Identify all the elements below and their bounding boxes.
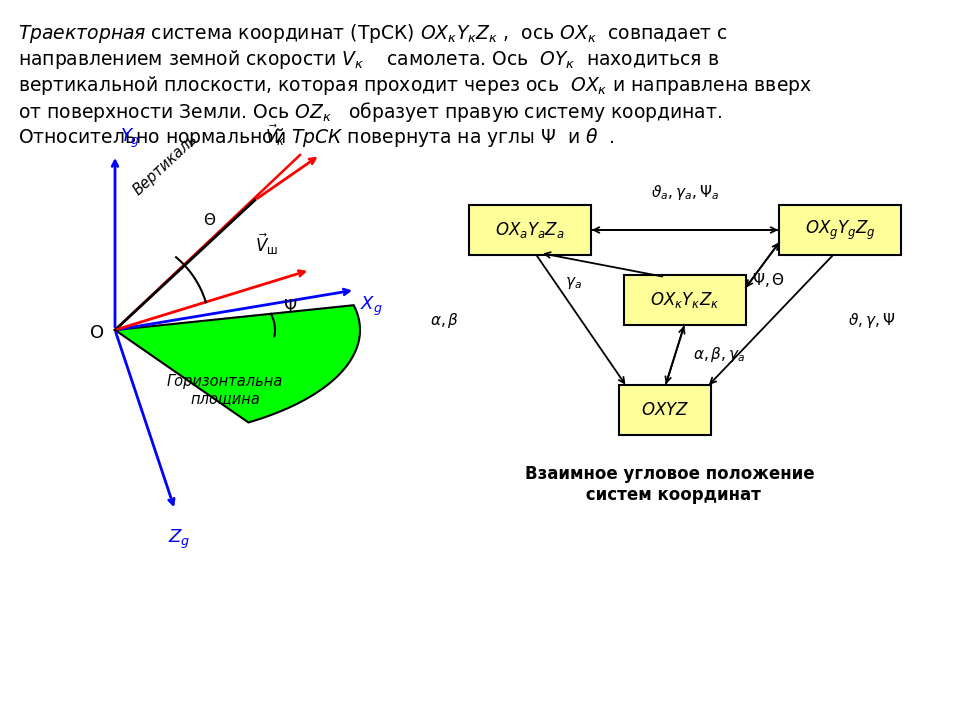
FancyBboxPatch shape — [619, 385, 711, 435]
Text: $\alpha, \beta, \gamma_a$: $\alpha, \beta, \gamma_a$ — [693, 346, 745, 364]
Text: вертикальной плоскости, которая проходит через ось  $OX_\kappa$ и направлена вве: вертикальной плоскости, которая проходит… — [18, 74, 812, 97]
Text: направлением земной скорости $V_\kappa$    самолета. Ось  $OY_\kappa$  находитьс: направлением земной скорости $V_\kappa$ … — [18, 48, 719, 71]
Text: $\gamma_a$: $\gamma_a$ — [565, 275, 582, 291]
Text: $\vartheta, \gamma, \Psi$: $\vartheta, \gamma, \Psi$ — [848, 310, 896, 330]
Text: O: O — [90, 324, 104, 342]
Text: $Z_g$: $Z_g$ — [168, 528, 190, 552]
Text: Горизонтальна
площина: Горизонтальна площина — [167, 374, 283, 406]
Polygon shape — [115, 305, 360, 423]
Text: $\bf{\it{Траекторная}}$ система координат (ТрСК) $OX_\kappa Y_\kappa Z_\kappa$ ,: $\bf{\it{Траекторная}}$ система координа… — [18, 22, 728, 45]
Text: $\Psi, \Theta$: $\Psi, \Theta$ — [752, 271, 785, 289]
FancyBboxPatch shape — [469, 205, 591, 255]
Text: $OX_\kappa Y_\kappa Z_\kappa$: $OX_\kappa Y_\kappa Z_\kappa$ — [650, 290, 720, 310]
Text: Вертикаль: Вертикаль — [130, 131, 201, 198]
Text: $OXYZ$: $OXYZ$ — [641, 401, 689, 419]
Text: $\Theta$: $\Theta$ — [203, 212, 216, 228]
Text: от поверхности Земли. Ось $OZ_\kappa$   образует правую систему координат.: от поверхности Земли. Ось $OZ_\kappa$ об… — [18, 100, 722, 124]
Text: $OX_aY_aZ_a$: $OX_aY_aZ_a$ — [495, 220, 564, 240]
Text: $OX_gY_gZ_g$: $OX_gY_gZ_g$ — [804, 218, 876, 242]
Text: Относительно нормальной $\it{ТрСК}$ повернута на углы $\Psi$  и $\theta$  .: Относительно нормальной $\it{ТрСК}$ пове… — [18, 126, 614, 149]
FancyBboxPatch shape — [624, 275, 746, 325]
Text: Взаимное угловое положение
 систем координат: Взаимное угловое положение систем коорди… — [525, 465, 815, 504]
Text: $Y_g$: $Y_g$ — [120, 127, 140, 150]
Text: $\vec{V}_\mathrm{ш}$: $\vec{V}_\mathrm{ш}$ — [255, 232, 278, 257]
Text: $\alpha, \beta$: $\alpha, \beta$ — [430, 310, 459, 330]
FancyBboxPatch shape — [779, 205, 901, 255]
Text: $\Psi$: $\Psi$ — [283, 298, 298, 316]
Text: $\vec{V}_\kappa$: $\vec{V}_\kappa$ — [265, 122, 285, 148]
Text: $\vartheta_a, \gamma_a, \Psi_a$: $\vartheta_a, \gamma_a, \Psi_a$ — [651, 183, 719, 202]
Text: $X_g$: $X_g$ — [360, 295, 383, 318]
